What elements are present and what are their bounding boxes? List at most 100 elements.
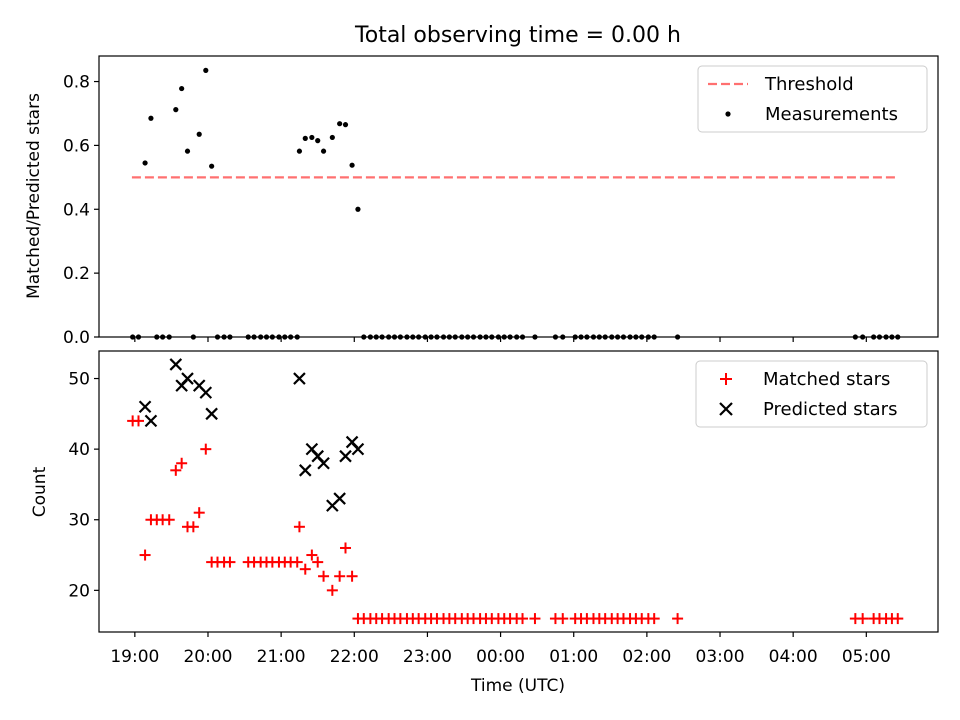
matched-star-point [346,570,358,582]
matched-star-point [892,613,904,625]
measurement-point [148,115,154,121]
predicted-star-point [317,456,330,470]
matched-star-point [306,549,318,561]
predicted-star-point [205,407,218,421]
matched-star-point [312,556,324,568]
measurement-point [203,67,209,73]
bottom-xlabel: Time (UTC) [470,676,565,696]
legend-matched-swatch [720,373,732,385]
matched-star-point [340,542,352,554]
matched-star-point [517,613,529,625]
top-ytick-label: 0.4 [63,200,90,220]
legend-predicted-label: Predicted stars [763,399,897,420]
measurement-point [196,131,202,137]
top-xticks [134,337,867,342]
measurement-point [179,85,185,92]
matched-star-point [326,584,338,596]
matched-star-points [127,415,904,625]
measurement-point [302,135,308,141]
bottom-ylabel: Count [30,466,50,517]
measurement-point [329,134,335,141]
bottom-xtick-label: 02:00 [622,647,671,667]
predicted-star-point [351,442,365,456]
measurement-point [320,148,327,154]
matched-star-point [557,613,569,625]
bottom-ytick-label: 20 [68,581,90,601]
predicted-star-point [293,372,306,385]
top-yticks: 0.0 0.2 0.4 0.6 0.8 [63,73,99,348]
matched-star-point [193,507,205,519]
matched-star-point [200,443,212,455]
matched-star-point [857,613,869,625]
measurement-point [315,138,321,144]
matched-star-point [672,613,684,625]
measurement-point [296,148,303,154]
matched-star-point [299,563,311,575]
bottom-axes-frame [98,350,939,633]
matched-star-point [187,521,199,533]
bottom-xtick-label: 23:00 [403,647,452,667]
top-ylabel: Matched/Predicted stars [24,93,44,299]
bottom-legend: Matched stars Predicted stars [695,360,928,428]
legend-predicted-swatch [719,402,733,416]
bottom-ytick-label: 30 [68,511,90,531]
matched-star-point [318,570,330,582]
legend-threshold-label: Threshold [764,74,854,95]
bottom-xtick-label: 00:00 [476,647,525,667]
matched-star-point [293,521,305,533]
matched-star-point [176,457,188,469]
legend-measurements-swatch [725,111,731,117]
top-panel: 0.00.20.40.60.8 Matched/Predicted stars … [24,55,939,348]
top-axes-frame [98,55,939,338]
legend-matched-label: Matched stars [763,369,890,390]
matched-star-point [170,464,182,476]
predicted-star-points [138,358,365,512]
bottom-xticks: 19:00 20:00 21:00 22:00 23:00 00:00 01:00 02:00… [110,632,891,667]
measurement-point [173,107,179,113]
bottom-xtick-label: 19:00 [110,647,159,667]
measurement-point [184,148,191,154]
measurement-point [355,206,361,212]
predicted-star-point [181,372,194,385]
measurement-point [342,122,349,128]
chart-title: Total observing time = 0.00 h [354,23,681,48]
matched-star-point [163,514,175,526]
top-legend: Threshold Measurements [697,65,928,133]
measurement-point [142,160,148,166]
measurement-points [130,67,901,340]
bottom-yticks: 20 30 40 50 [68,370,99,601]
predicted-star-point [199,386,213,399]
measurement-point [209,163,215,169]
bottom-xtick-label: 05:00 [842,647,891,667]
measurement-point [337,121,343,127]
matched-star-point [224,556,236,568]
matched-star-point [132,415,144,427]
top-ytick-label: 0.2 [63,264,90,284]
top-legend-box [697,65,928,133]
predicted-star-point [339,449,352,463]
top-ytick-label: 0.6 [63,136,90,156]
predicted-star-point [138,400,152,414]
bottom-xtick-label: 22:00 [330,647,379,667]
bottom-xtick-label: 03:00 [696,647,745,667]
measurement-point [309,134,315,141]
bottom-xtick-label: 04:00 [769,647,818,667]
predicted-star-point [169,358,183,371]
bottom-xtick-label: 20:00 [183,647,232,667]
matched-star-point [529,613,541,625]
legend-measurements-label: Measurements [765,104,898,125]
bottom-legend-box [695,360,928,428]
top-ytick-label: 0.8 [63,73,90,93]
matched-star-point [334,570,346,582]
predicted-star-point [333,492,346,505]
predicted-star-point [144,414,158,428]
bottom-ytick-label: 40 [68,440,90,460]
matched-star-point [139,549,151,561]
predicted-star-point [298,464,312,477]
bottom-xtick-label: 01:00 [549,647,598,667]
bottom-xtick-label: 21:00 [257,647,306,667]
bottom-panel: 20 30 40 50 Count 19:00 20:00 21:00 22:00 23:00… [30,350,939,696]
bottom-ytick-label: 50 [68,370,90,390]
matched-star-point [291,556,303,568]
